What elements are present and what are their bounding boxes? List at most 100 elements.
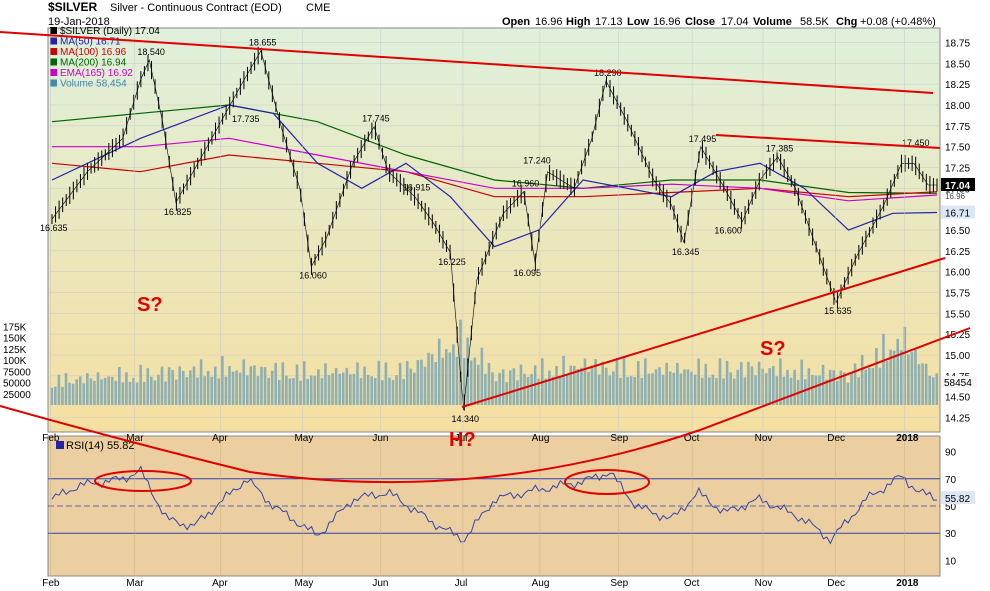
- volume-bar: [331, 373, 334, 405]
- volume-bar: [740, 362, 743, 405]
- price-pivot-label: 15.635: [824, 306, 852, 316]
- volume-bar: [668, 371, 672, 405]
- volume-bar: [615, 357, 619, 405]
- volume-bar: [413, 372, 416, 405]
- month-tick-label: Jun: [372, 433, 388, 444]
- volume-bar: [839, 370, 843, 405]
- volume-bar: [89, 378, 93, 405]
- volume-bar: [459, 319, 462, 405]
- volume-bar: [125, 372, 128, 405]
- volume-bar: [917, 364, 921, 405]
- volume-bar: [597, 374, 601, 405]
- low-value: 16.96: [653, 16, 681, 28]
- volume-bar: [270, 370, 274, 405]
- volume-bar: [786, 369, 789, 405]
- month-tick-label: Oct: [684, 433, 700, 444]
- volume-bar: [676, 362, 679, 405]
- volume-bar: [583, 358, 587, 405]
- volume-bar: [448, 352, 452, 405]
- price-tick-label: 16.50: [945, 226, 970, 237]
- price-axis: 18.7518.5018.2518.0017.7517.5017.2517.00…: [941, 39, 975, 425]
- volume-bar: [761, 368, 764, 405]
- open-value: 16.96: [535, 16, 563, 28]
- volume-bar: [814, 375, 818, 405]
- rsi-tick-label: 70: [945, 475, 957, 486]
- price-tick-label: 18.25: [945, 80, 970, 91]
- volume-bar: [121, 382, 125, 405]
- volume-bar: [263, 367, 267, 405]
- volume-bar: [409, 368, 413, 405]
- volume-bar: [288, 378, 292, 405]
- ma200-line: [51, 104, 938, 194]
- volume-bar: [213, 366, 217, 405]
- volume-bar: [370, 376, 373, 405]
- volume-bar: [395, 375, 398, 405]
- volume-bar: [793, 369, 796, 405]
- rsi-series: [51, 465, 937, 545]
- volume-bar: [174, 379, 178, 405]
- volume-bar: [139, 364, 142, 405]
- volume-bar: [832, 370, 836, 405]
- volume-bar: [384, 362, 388, 405]
- volume-bar: [572, 365, 576, 405]
- price-pivot-label: 17.745: [362, 113, 390, 123]
- volume-bar: [437, 338, 441, 405]
- volume-bar: [604, 367, 608, 405]
- volume-bar: [253, 365, 256, 405]
- volume-bar: [285, 375, 288, 405]
- month-tick-label: Sep: [610, 433, 628, 444]
- legend-swatch: [50, 37, 57, 45]
- volume-bar: [430, 354, 434, 405]
- volume-bar: [921, 363, 924, 405]
- volume-bar: [302, 361, 306, 405]
- volume-bar: [764, 373, 768, 405]
- volume-bar: [441, 357, 445, 405]
- month-tick-label: Nov: [755, 433, 773, 444]
- volume-bar: [167, 367, 171, 405]
- annotation-lines: [0, 31, 971, 495]
- volume-bar: [512, 368, 516, 405]
- volume-bar: [427, 352, 430, 405]
- volume-bar: [338, 373, 341, 405]
- volume-bar: [779, 358, 782, 405]
- volume-bar: [565, 373, 569, 405]
- rsi-tick-label: 30: [945, 529, 957, 540]
- volume-bar: [700, 377, 704, 405]
- volume-bar: [320, 378, 324, 405]
- symbol-description: Silver - Continuous Contract (EOD): [110, 2, 282, 14]
- volume-tick-label: 125K: [3, 345, 27, 356]
- volume-bar: [160, 366, 164, 405]
- volume-bar: [896, 338, 900, 405]
- price-pivot-label: 17.495: [689, 134, 717, 144]
- volume-bar: [516, 380, 519, 405]
- volume-bar: [153, 380, 157, 405]
- volume-bar: [775, 376, 779, 405]
- month-tick-label: May: [294, 578, 313, 589]
- volume-bar: [843, 372, 846, 405]
- month-tick-label: Jul: [455, 433, 468, 444]
- volume-bar: [825, 379, 828, 405]
- volume-bar: [640, 377, 644, 405]
- rsi-tick-label: 10: [945, 556, 957, 567]
- volume-bar: [772, 365, 775, 405]
- price-pivot-label: 18.655: [249, 37, 277, 47]
- volume-bar: [480, 347, 484, 405]
- volume-bar: [690, 371, 693, 405]
- volume-bar: [82, 383, 86, 405]
- volume-bar: [544, 378, 548, 405]
- close-label: Close: [685, 16, 715, 28]
- volume-bar: [192, 366, 196, 405]
- volume-bar: [743, 377, 747, 405]
- volume-bar: [199, 359, 203, 405]
- volume-bar: [238, 372, 242, 405]
- volume-bar: [228, 365, 231, 405]
- price-tick-label: 18.50: [945, 59, 970, 70]
- volume-bar: [693, 374, 697, 405]
- legend-swatch: [50, 48, 57, 55]
- volume-bar: [114, 380, 118, 405]
- price-tick-label: 15.75: [945, 289, 970, 300]
- volume-bar: [576, 369, 580, 405]
- volume-bar: [875, 347, 878, 405]
- volume-bar: [722, 378, 725, 405]
